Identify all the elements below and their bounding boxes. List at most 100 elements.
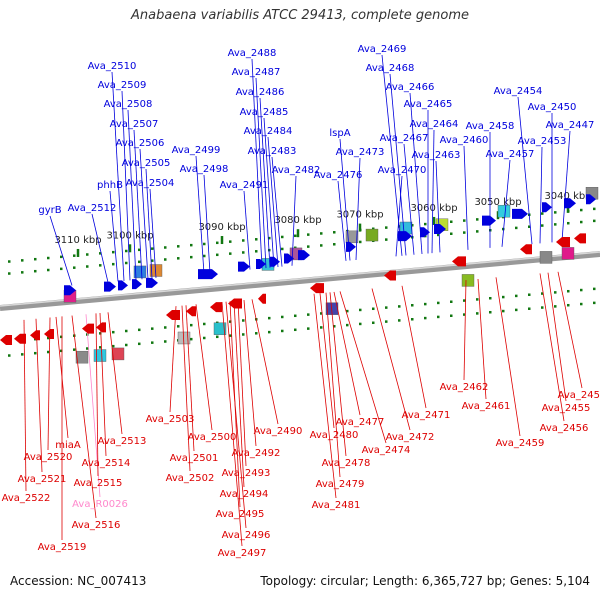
genome-backbone xyxy=(0,251,600,311)
scale-tick-label: 3070 kbp xyxy=(336,210,383,221)
track-dot xyxy=(554,211,557,214)
track-dot xyxy=(21,271,24,274)
reverse-gene-leader xyxy=(107,312,123,435)
forward-gene-arrow xyxy=(198,269,218,280)
reverse-gene-arrow xyxy=(96,322,106,333)
track-dot xyxy=(450,220,453,223)
track-dot xyxy=(515,294,518,298)
forward-gene-leader xyxy=(139,148,149,279)
backbone-highlight xyxy=(0,251,600,307)
track-dot xyxy=(21,259,24,262)
track-dot xyxy=(463,219,466,222)
track-dot xyxy=(60,335,63,339)
track-dot xyxy=(593,287,596,291)
forward-gene-arrow xyxy=(146,277,158,288)
track-dot xyxy=(489,310,492,314)
backbone-line xyxy=(0,251,600,311)
forward-gene-leader xyxy=(337,180,347,261)
track-dot xyxy=(177,257,180,260)
label-leaders xyxy=(23,54,583,547)
track-dot xyxy=(398,305,401,308)
reverse-gene-label: Ava_2492 xyxy=(232,448,281,459)
track-dot xyxy=(99,346,102,349)
track-dot xyxy=(281,315,284,319)
forward-gene-arrow xyxy=(420,227,430,238)
forward-gene-leader xyxy=(91,213,109,283)
track-dot xyxy=(554,291,557,294)
track-dot xyxy=(112,344,115,348)
track-dot xyxy=(177,245,180,248)
reverse-gene-leader xyxy=(35,318,43,473)
forward-gene-label: Ava_2458 xyxy=(466,121,515,132)
track-dot xyxy=(86,265,89,268)
track-dot xyxy=(320,326,323,329)
forward-gene-label: Ava_2469 xyxy=(358,44,407,55)
track-dot xyxy=(203,336,206,340)
track-dot xyxy=(229,320,232,323)
scale-tick-label: 3110 kbp xyxy=(54,235,101,246)
forward-gene-arrow xyxy=(270,256,280,267)
forward-gene-label: Ava_2506 xyxy=(116,138,165,149)
feature-box xyxy=(75,350,89,364)
track-dot xyxy=(567,303,570,307)
track-dot xyxy=(216,335,219,339)
reverse-gene-label: Ava_2455 xyxy=(542,403,591,414)
reverse-gene-label: Ava_2501 xyxy=(170,453,219,464)
reverse-gene-leader xyxy=(495,277,521,437)
forward-gene-label: Ava_2487 xyxy=(232,67,281,78)
forward-gene-leader xyxy=(409,92,423,255)
track-dot xyxy=(216,253,219,257)
track-dot xyxy=(281,329,284,333)
track-dot xyxy=(372,321,375,325)
track-dot xyxy=(151,327,154,330)
track-dot xyxy=(424,316,427,320)
forward-gene-arrow xyxy=(256,258,266,269)
track-dot xyxy=(463,231,466,234)
reverse-gene-arrow xyxy=(574,233,586,244)
forward-gene-leader xyxy=(203,174,211,274)
forward-gene-arrow xyxy=(238,261,250,272)
forward-gene-leader xyxy=(431,129,435,254)
reverse-gene-leader xyxy=(99,312,107,457)
track-dot xyxy=(164,340,167,343)
reverse-gene-label: Ava_R0026 xyxy=(72,499,128,510)
forward-gene-arrow xyxy=(586,194,596,205)
reverse-gene-leader xyxy=(463,280,467,381)
track-dot xyxy=(8,260,11,263)
reverse-gene-label: Ava_2474 xyxy=(362,445,411,456)
track-dot xyxy=(164,246,167,249)
forward-gene-label: Ava_2484 xyxy=(244,126,293,137)
track-dot xyxy=(190,243,193,247)
forward-gene-arrow xyxy=(132,279,142,290)
forward-gene-label: Ava_2447 xyxy=(546,120,595,131)
reverse-gene-arrow xyxy=(14,333,26,344)
track-dot xyxy=(60,349,63,353)
track-dot xyxy=(164,258,167,261)
track-dot xyxy=(541,292,544,295)
track-dot xyxy=(73,266,76,269)
accession-text: Accession: NC_007413 xyxy=(10,574,147,588)
forward-gene-label: Ava_2473 xyxy=(336,147,385,158)
track-dot xyxy=(307,313,310,316)
track-dot xyxy=(528,225,531,228)
forward-gene-label: Ava_2498 xyxy=(180,164,229,175)
track-dot xyxy=(203,254,206,258)
feature-box xyxy=(461,274,475,287)
track-dot xyxy=(463,299,466,302)
forward-gene-leader xyxy=(517,96,533,245)
forward-gene-label: Ava_2454 xyxy=(494,86,543,97)
track-dot xyxy=(437,315,440,319)
track-dot xyxy=(47,256,50,260)
forward-gene-label: Ava_2510 xyxy=(88,61,137,72)
forward-gene-leader xyxy=(463,145,469,250)
track-dot xyxy=(307,245,310,248)
reverse-gene-label: Ava_2456 xyxy=(540,423,589,434)
scale-tick-label: 3050 kbp xyxy=(474,197,521,208)
reverse-gene-label: Ava_2493 xyxy=(222,468,271,479)
track-dot xyxy=(424,222,427,226)
reverse-gene-label: Ava_2462 xyxy=(440,382,489,393)
reverse-gene-arrow xyxy=(228,298,242,309)
feature-box xyxy=(365,228,379,242)
track-dot xyxy=(450,314,453,317)
track-dot xyxy=(294,234,297,238)
